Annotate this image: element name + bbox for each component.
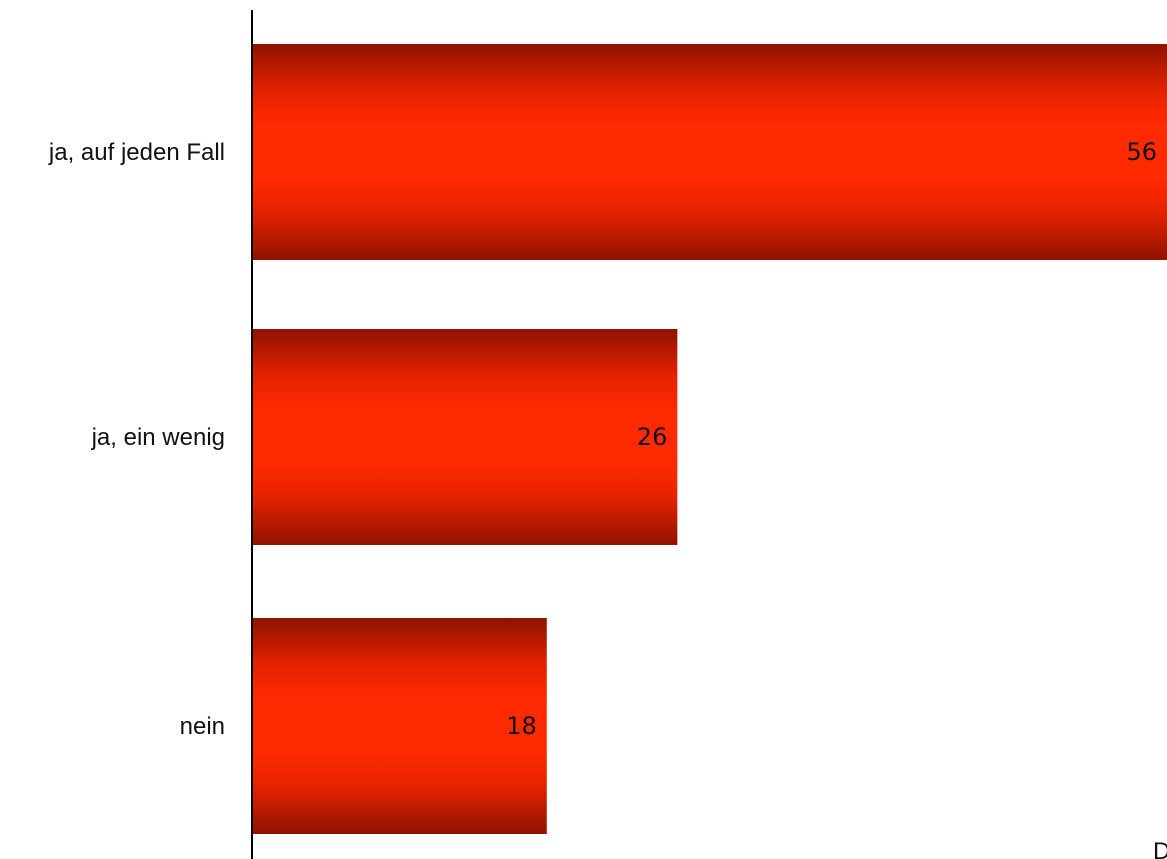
category-label-2: ja, ein wenig	[91, 424, 225, 451]
bar-1	[253, 44, 1167, 260]
category-label-1: ja, auf jeden Fall	[48, 139, 225, 166]
bar-2	[253, 329, 678, 545]
value-label-1: 56	[1126, 138, 1157, 166]
labels-layer: ja, auf jeden Fall 56 ja, ein wenig 26 nein 1…	[48, 138, 1157, 740]
value-label-2: 26	[637, 423, 668, 451]
corner-text: D	[1153, 838, 1167, 859]
category-label-3: nein	[180, 713, 225, 740]
bar-3	[253, 618, 547, 834]
value-label-3: 18	[506, 712, 537, 740]
bars-layer	[253, 44, 1167, 834]
